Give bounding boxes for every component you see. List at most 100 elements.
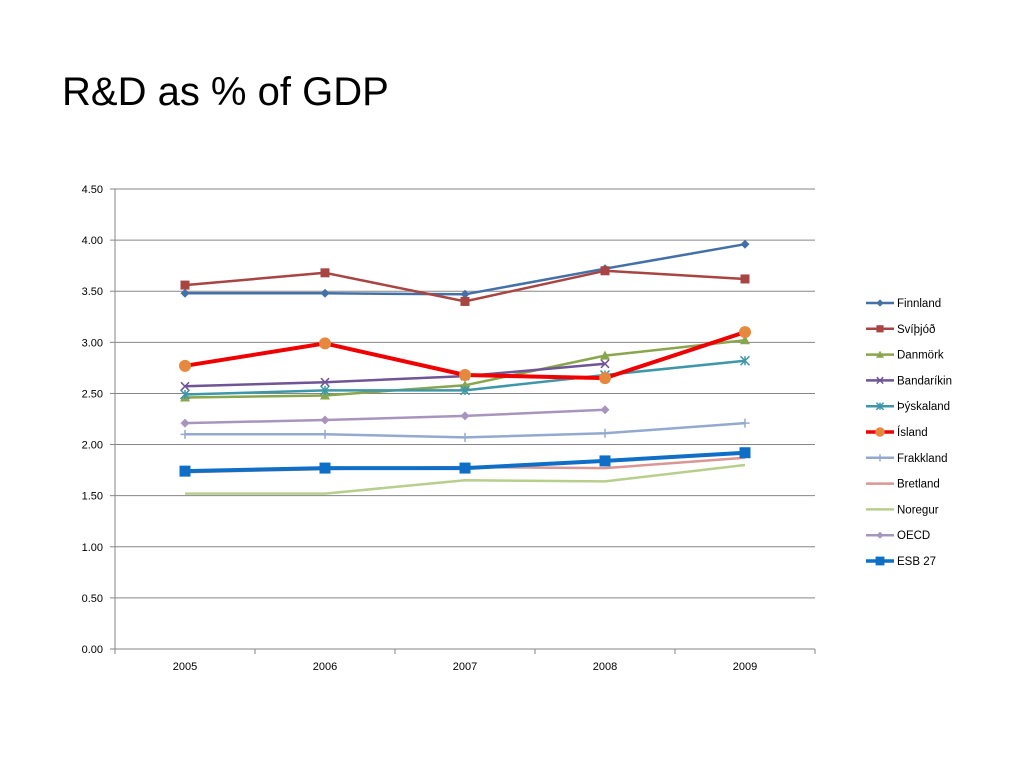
- axes: 0.00 0.50 1.00 1.50 2.00 2.50 3.00 3.50 4.00 4.50…: [82, 184, 816, 673]
- data-point: [320, 415, 330, 425]
- legend-item-bandarikin: Bandaríkin: [866, 375, 952, 387]
- legend-label: Frakkland: [897, 453, 948, 465]
- data-point: [739, 447, 751, 459]
- data-point: [599, 372, 611, 385]
- data-point: [740, 418, 750, 428]
- data-point: [320, 288, 330, 298]
- data-point: [179, 389, 191, 400]
- data-point: [460, 411, 470, 421]
- data-point: [600, 350, 610, 360]
- series-line: [185, 242, 746, 296]
- data-point: [460, 296, 470, 306]
- x-tick-label: 2009: [733, 661, 757, 673]
- legend-label: Noregur: [897, 504, 939, 516]
- legend-label: Finnland: [897, 298, 941, 310]
- data-point: [600, 405, 610, 415]
- data-point: [739, 326, 751, 339]
- legend-item-frakkland: Frakkland: [866, 453, 948, 465]
- y-tick-label: 4.00: [82, 235, 103, 247]
- series-lines: [179, 239, 751, 495]
- data-point: [459, 462, 471, 474]
- legend-item-bretland: Bretland: [866, 479, 940, 491]
- data-point: [600, 428, 610, 438]
- data-point: [459, 385, 471, 396]
- data-point: [599, 455, 611, 467]
- data-point: [319, 385, 331, 396]
- series-svi-jo: [180, 266, 750, 306]
- data-point: [180, 288, 190, 298]
- legend-item-finnland: Finnland: [866, 298, 941, 310]
- y-tick-label: 0.50: [82, 593, 103, 605]
- legend-label: Bandaríkin: [897, 375, 952, 387]
- data-point: [320, 390, 330, 400]
- legend-marker: [876, 531, 884, 539]
- x-tick-label: 2008: [593, 661, 617, 673]
- legend-label: OECD: [897, 530, 930, 542]
- data-point: [600, 359, 610, 369]
- legend-item-noregur: Noregur: [866, 504, 939, 516]
- legend-marker: [875, 402, 885, 411]
- x-tick-label: 2006: [313, 661, 337, 673]
- legend-label: Þýskaland: [897, 401, 950, 413]
- series-island: [179, 326, 751, 385]
- data-point: [320, 268, 330, 278]
- y-tick-label: 4.50: [82, 184, 103, 196]
- data-point: [600, 266, 610, 276]
- legend-label: ESB 27: [897, 556, 936, 568]
- y-tick-label: 1.00: [82, 542, 103, 554]
- series-oecd: [180, 405, 610, 428]
- legend-label: Bretland: [897, 479, 940, 491]
- legend: Finnland Svíþjóð Danmörk Bandaríkin Þýskalan…: [866, 298, 952, 568]
- series-frakkland: [180, 418, 750, 442]
- y-tick-label: 3.00: [82, 337, 103, 349]
- legend-marker: [876, 454, 884, 462]
- y-tick-label: 0.00: [82, 644, 103, 656]
- data-point: [180, 381, 190, 391]
- data-point: [740, 239, 750, 249]
- legend-item-esb-27: ESB 27: [866, 556, 936, 568]
- y-tick-label: 2.50: [82, 388, 103, 400]
- data-point: [460, 289, 470, 299]
- series-line: [185, 463, 746, 495]
- legend-marker: [876, 376, 884, 385]
- x-tick-label: 2005: [173, 661, 197, 673]
- data-point: [180, 429, 190, 439]
- gridlines: [115, 188, 815, 599]
- series-esb-27: [179, 447, 751, 477]
- series-noregur: [185, 463, 746, 495]
- legend-marker: [876, 299, 884, 307]
- legend-item-svi-jo: Svíþjóð: [866, 324, 935, 336]
- data-point: [460, 432, 470, 442]
- series-line: [184, 408, 606, 425]
- data-point: [180, 280, 190, 290]
- legend-marker: [876, 350, 884, 358]
- data-point: [179, 359, 191, 372]
- legend-marker: [875, 556, 885, 566]
- legend-label: Ísland: [897, 426, 928, 439]
- legend-item-danmork: Danmörk: [866, 350, 944, 362]
- data-point: [319, 337, 331, 350]
- data-point: [180, 418, 190, 428]
- x-tick-label: 2007: [453, 661, 477, 673]
- legend-item-island: Ísland: [866, 426, 928, 439]
- legend-label: Svíþjóð: [897, 324, 935, 336]
- data-point: [320, 429, 330, 439]
- legend-marker: [875, 427, 885, 437]
- series-finnland: [180, 239, 750, 299]
- series-line: [184, 362, 606, 388]
- legend-marker: [876, 325, 884, 333]
- y-tick-label: 3.50: [82, 286, 103, 298]
- data-point: [739, 355, 751, 366]
- data-point: [179, 465, 191, 477]
- data-point: [319, 462, 331, 474]
- data-point: [459, 369, 471, 382]
- legend-item-yskaland: Þýskaland: [866, 401, 950, 413]
- data-point: [740, 335, 750, 345]
- slide-title: R&D as % of GDP: [62, 70, 389, 114]
- y-tick-label: 1.50: [82, 491, 103, 503]
- data-point: [740, 274, 750, 284]
- legend-label: Danmörk: [897, 350, 944, 362]
- y-tick-label: 2.00: [82, 440, 103, 452]
- legend-item-oecd: OECD: [866, 530, 930, 542]
